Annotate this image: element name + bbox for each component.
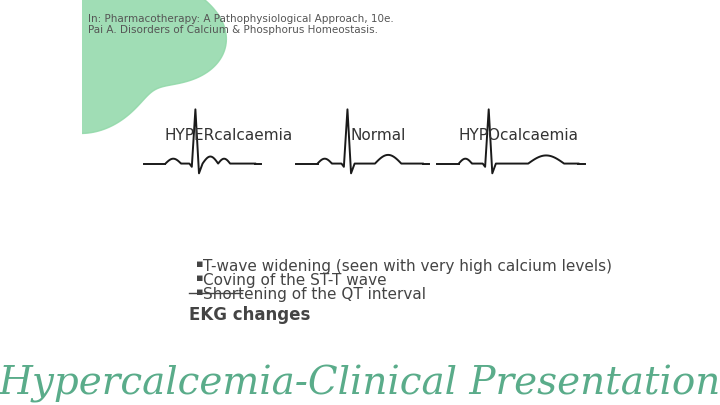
Text: T-wave widening (seen with very high calcium levels): T-wave widening (seen with very high cal…: [203, 259, 612, 274]
Text: HYPOcalcaemia: HYPOcalcaemia: [458, 128, 578, 143]
Polygon shape: [35, 0, 226, 134]
Text: In: Pharmacotherapy: A Pathophysiological Approach, 10e.: In: Pharmacotherapy: A Pathophysiologica…: [89, 14, 394, 24]
Text: ▪: ▪: [196, 259, 203, 269]
Text: ▪: ▪: [196, 287, 203, 297]
Text: Pai A. Disorders of Calcium & Phosphorus Homeostasis.: Pai A. Disorders of Calcium & Phosphorus…: [89, 25, 378, 35]
Text: ▪: ▪: [196, 273, 203, 283]
Text: HYPERcalcaemia: HYPERcalcaemia: [165, 128, 293, 143]
Text: Normal: Normal: [350, 128, 405, 143]
Text: Coving of the ST-T wave: Coving of the ST-T wave: [203, 273, 387, 288]
Text: Shortening of the QT interval: Shortening of the QT interval: [203, 287, 426, 302]
Text: Hypercalcemia-Clinical Presentation: Hypercalcemia-Clinical Presentation: [0, 364, 720, 403]
Text: EKG changes: EKG changes: [189, 306, 310, 324]
